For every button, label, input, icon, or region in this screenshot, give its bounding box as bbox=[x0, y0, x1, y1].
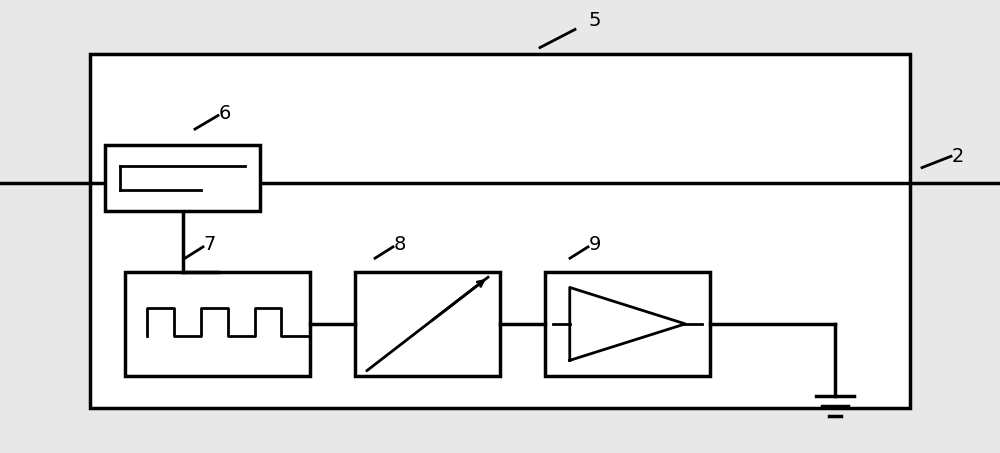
Text: 9: 9 bbox=[589, 235, 601, 254]
Text: 8: 8 bbox=[394, 235, 406, 254]
Bar bbox=[125, 272, 310, 376]
Text: 5: 5 bbox=[589, 11, 601, 30]
Bar bbox=[105, 145, 260, 211]
Text: 7: 7 bbox=[204, 235, 216, 254]
Text: 6: 6 bbox=[219, 104, 231, 123]
Text: 2: 2 bbox=[952, 147, 964, 166]
Bar bbox=[545, 272, 710, 376]
Bar bbox=[355, 272, 500, 376]
Bar bbox=[90, 54, 910, 408]
